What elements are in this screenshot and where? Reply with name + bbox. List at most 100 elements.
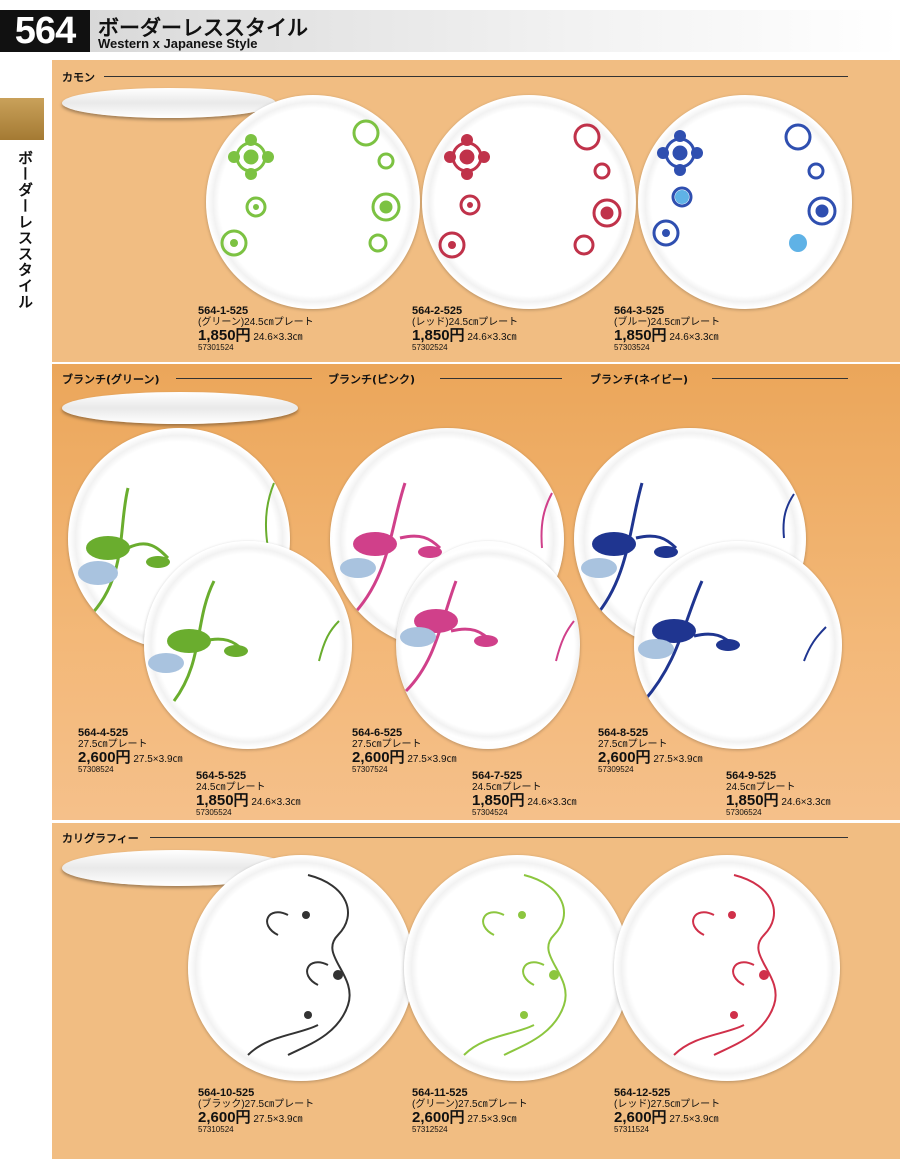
product-desc: (ブラック)27.5㎝プレート (198, 1099, 315, 1110)
product-jan: 57303524 (614, 343, 650, 352)
product-desc: 24.5㎝プレート (196, 782, 266, 793)
product-code: 564-10-525 (198, 1087, 255, 1099)
product-size: 24.6×3.3㎝ (527, 797, 577, 808)
product-code: 564-3-525 (614, 305, 665, 317)
section-rule (104, 76, 848, 77)
product-564-9: 564-9-525 24.5㎝プレート 1,850円 24.6×3.3㎝ 573… (726, 771, 831, 818)
product-jan: 57305524 (196, 808, 232, 817)
plate-kamon-blue (638, 95, 852, 309)
product-size: 27.5×3.9㎝ (653, 754, 703, 765)
product-desc: (ブルー)24.5㎝プレート (614, 317, 721, 328)
product-564-6: 564-6-525 27.5㎝プレート 2,600円 27.5×3.9㎝ 573… (352, 727, 457, 775)
branch-pink-pattern (340, 482, 553, 620)
product-jan: 57306524 (726, 808, 762, 817)
product-price: 2,600円 (198, 1109, 251, 1126)
product-price: 1,850円 (726, 792, 779, 809)
header-bar (90, 10, 900, 52)
product-price: 2,600円 (352, 749, 405, 766)
calligraphy-black-pattern (247, 874, 351, 1056)
section-rule (150, 837, 848, 838)
product-jan: 57308524 (78, 765, 114, 774)
product-564-11: 564-11-525 (グリーン)27.5㎝プレート 2,600円 27.5×3… (412, 1087, 528, 1135)
product-desc: (グリーン)24.5㎝プレート (198, 317, 314, 328)
product-price: 1,850円 (412, 327, 465, 344)
section-title-branch-pink: ブランチ(ピンク) (328, 373, 416, 386)
product-code: 564-5-525 (196, 770, 247, 782)
product-jan: 57311524 (614, 1125, 649, 1134)
section-title-branch-green: ブランチ(グリーン) (62, 373, 160, 386)
product-desc: (レッド)27.5㎝プレート (614, 1099, 721, 1110)
product-jan: 57312524 (412, 1125, 448, 1134)
product-jan: 57302524 (412, 343, 448, 352)
page-subtitle: Western x Japanese Style (98, 36, 258, 51)
product-desc: 24.5㎝プレート (726, 782, 796, 793)
product-size: 24.6×3.3㎝ (253, 332, 303, 343)
plate-calligraphy-green (404, 855, 630, 1081)
product-price: 1,850円 (198, 327, 251, 344)
product-code: 564-4-525 (78, 727, 129, 739)
product-564-7: 564-7-525 24.5㎝プレート 1,850円 24.6×3.3㎝ 573… (472, 770, 577, 818)
product-desc: (レッド)24.5㎝プレート (412, 317, 519, 328)
plate-side-view (62, 88, 276, 118)
product-564-1: 564-1-525 (グリーン)24.5㎝プレート 1,850円 24.6×3.… (198, 305, 314, 353)
product-code: 564-1-525 (198, 305, 249, 317)
product-jan: 57309524 (598, 765, 634, 774)
plate-kamon-red (422, 95, 636, 309)
side-tab-label: ボーダーレススタイル (16, 150, 34, 310)
product-564-12: 564-12-525 (レッド)27.5㎝プレート 2,600円 27.5×3.… (614, 1087, 721, 1135)
product-jan: 57307524 (352, 765, 388, 774)
product-size: 27.5×3.9㎝ (407, 754, 457, 765)
product-564-5: 564-5-525 24.5㎝プレート 1,850円 24.6×3.3㎝ 573… (196, 770, 301, 818)
section-rule (176, 378, 312, 379)
section-title-calligraphy: カリグラフィー (62, 832, 139, 845)
product-size: 27.5×3.9㎝ (133, 754, 183, 765)
section-title-branch-navy: ブランチ(ネイビー) (590, 373, 689, 386)
product-desc: 24.5㎝プレート (472, 782, 542, 793)
product-size: 24.6×3.3㎝ (669, 332, 719, 343)
plate-branch-navy-small (634, 541, 842, 749)
product-code: 564-12-525 (614, 1087, 671, 1099)
product-price: 1,850円 (472, 792, 525, 809)
plate-branch-pink-small (396, 541, 580, 749)
branch-green-pattern (78, 482, 275, 620)
calligraphy-green-pattern (463, 874, 567, 1056)
branch-pink-pattern (400, 580, 575, 693)
product-size: 24.6×3.3㎝ (467, 332, 517, 343)
product-code: 564-6-525 (352, 727, 403, 739)
product-desc: (グリーン)27.5㎝プレート (412, 1099, 528, 1110)
branch-green-pattern (148, 580, 340, 702)
product-price: 2,600円 (412, 1109, 465, 1126)
product-code: 564-8-525 (598, 727, 649, 739)
product-code: 564-7-525 (472, 770, 523, 782)
product-price: 1,850円 (196, 792, 249, 809)
page-title: ボーダーレススタイル (98, 16, 308, 40)
product-desc: 27.5㎝プレート (78, 739, 148, 750)
product-jan: 57310524 (198, 1125, 234, 1134)
kamon-green-pattern (220, 119, 401, 257)
branch-navy-pattern (581, 482, 795, 619)
product-564-4: 564-4-525 27.5㎝プレート 2,600円 27.5×3.9㎝ 573… (78, 727, 183, 775)
plate-calligraphy-black (188, 855, 414, 1081)
product-size: 27.5×3.9㎝ (669, 1114, 719, 1125)
product-564-10: 564-10-525 (ブラック)27.5㎝プレート 2,600円 27.5×3… (198, 1087, 315, 1135)
product-price: 2,600円 (78, 749, 131, 766)
branch-navy-pattern (638, 580, 827, 702)
product-code: 564-11-525 (412, 1087, 468, 1099)
product-code: 564-2-525 (412, 305, 463, 317)
product-price: 2,600円 (614, 1109, 667, 1126)
plate-branch-green-small (144, 541, 352, 749)
product-price: 2,600円 (598, 749, 651, 766)
kamon-blue-pattern (652, 123, 837, 252)
product-jan: 57301524 (198, 343, 234, 352)
product-564-8: 564-8-525 27.5㎝プレート 2,600円 27.5×3.9㎝ 573… (598, 727, 703, 775)
side-tab-block (0, 98, 44, 140)
plate-side-view (62, 392, 298, 424)
plate-kamon-green (206, 95, 420, 309)
plate-calligraphy-red (614, 855, 840, 1081)
section-title-kamon: カモン (62, 71, 95, 84)
product-jan: 57304524 (472, 808, 508, 817)
product-desc: 27.5㎝プレート (598, 739, 668, 750)
product-size: 24.6×3.3㎝ (251, 797, 301, 808)
product-size: 24.6×3.3㎝ (781, 797, 831, 808)
product-size: 27.5×3.9㎝ (253, 1114, 303, 1125)
